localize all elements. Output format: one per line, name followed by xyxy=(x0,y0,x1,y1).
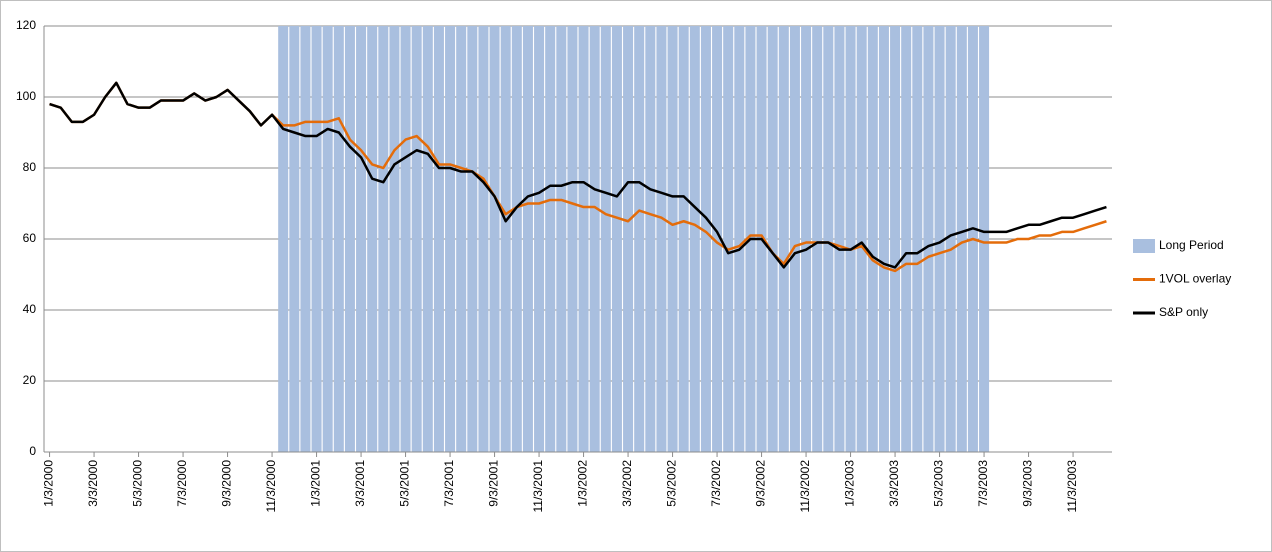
bar xyxy=(333,26,344,452)
bar xyxy=(634,26,645,452)
bar xyxy=(522,26,533,452)
x-tick-label: 11/3/2002 xyxy=(798,460,812,513)
x-tick-label: 3/3/2002 xyxy=(620,460,634,507)
bar xyxy=(600,26,611,452)
bar xyxy=(689,26,700,452)
bar xyxy=(923,26,934,452)
x-tick-label: 5/3/2001 xyxy=(398,460,412,507)
bar xyxy=(534,26,545,452)
bar xyxy=(979,26,990,452)
bar xyxy=(400,26,411,452)
bar xyxy=(356,26,367,452)
bar xyxy=(912,26,923,452)
bar xyxy=(934,26,945,452)
bar xyxy=(289,26,300,452)
bar xyxy=(389,26,400,452)
x-tick-label: 1/3/2002 xyxy=(576,460,590,507)
bar xyxy=(456,26,467,452)
bar xyxy=(367,26,378,452)
x-tick-label: 5/3/2003 xyxy=(932,460,946,507)
bar xyxy=(567,26,578,452)
bar xyxy=(278,26,289,452)
x-tick-label: 9/3/2000 xyxy=(220,460,234,507)
x-tick-label: 11/3/2000 xyxy=(264,460,278,513)
bar xyxy=(467,26,478,452)
x-tick-label: 9/3/2001 xyxy=(487,460,501,507)
bar xyxy=(789,26,800,452)
bar xyxy=(422,26,433,452)
bar xyxy=(545,26,556,452)
bar xyxy=(700,26,711,452)
x-tick-label: 9/3/2003 xyxy=(1021,460,1035,507)
x-tick-label: 3/3/2000 xyxy=(86,460,100,507)
bar xyxy=(723,26,734,452)
bar xyxy=(556,26,567,452)
bar xyxy=(856,26,867,452)
bar xyxy=(645,26,656,452)
bar xyxy=(678,26,689,452)
bar xyxy=(667,26,678,452)
y-tick-label: 0 xyxy=(29,444,36,458)
legend-swatch xyxy=(1133,239,1155,253)
bar xyxy=(411,26,422,452)
y-tick-label: 60 xyxy=(23,231,37,245)
x-tick-label: 7/3/2000 xyxy=(175,460,189,507)
bar xyxy=(300,26,311,452)
bar xyxy=(901,26,912,452)
y-tick-label: 40 xyxy=(23,302,37,316)
bar xyxy=(344,26,355,452)
x-tick-label: 1/3/2003 xyxy=(843,460,857,507)
x-tick-label: 11/3/2003 xyxy=(1065,460,1079,513)
bar xyxy=(511,26,522,452)
x-tick-label: 11/3/2001 xyxy=(531,460,545,513)
legend-label: Long Period xyxy=(1159,238,1224,252)
x-tick-label: 3/3/2001 xyxy=(353,460,367,507)
bar xyxy=(433,26,444,452)
x-tick-label: 9/3/2002 xyxy=(754,460,768,507)
bar xyxy=(445,26,456,452)
y-tick-label: 120 xyxy=(16,18,36,32)
bar xyxy=(712,26,723,452)
bar xyxy=(767,26,778,452)
bar xyxy=(489,26,500,452)
bar xyxy=(867,26,878,452)
x-tick-label: 1/3/2000 xyxy=(42,460,56,507)
bar xyxy=(878,26,889,452)
bar xyxy=(834,26,845,452)
bar xyxy=(812,26,823,452)
y-tick-label: 80 xyxy=(23,160,37,174)
legend-label: 1VOL overlay xyxy=(1159,272,1231,286)
bar xyxy=(945,26,956,452)
legend-label: S&P only xyxy=(1159,305,1208,319)
y-tick-label: 100 xyxy=(16,89,36,103)
bar xyxy=(478,26,489,452)
x-tick-label: 5/3/2000 xyxy=(131,460,145,507)
bar xyxy=(322,26,333,452)
bar xyxy=(378,26,389,452)
bar xyxy=(500,26,511,452)
x-tick-label: 7/3/2001 xyxy=(442,460,456,507)
bar xyxy=(890,26,901,452)
x-tick-label: 1/3/2001 xyxy=(309,460,323,507)
x-tick-label: 5/3/2002 xyxy=(665,460,679,507)
bar xyxy=(589,26,600,452)
bar xyxy=(656,26,667,452)
bar xyxy=(845,26,856,452)
bar xyxy=(778,26,789,452)
bar xyxy=(956,26,967,452)
bar xyxy=(311,26,322,452)
bar xyxy=(823,26,834,452)
x-tick-label: 7/3/2003 xyxy=(976,460,990,507)
x-tick-label: 3/3/2003 xyxy=(887,460,901,507)
x-tick-label: 7/3/2002 xyxy=(709,460,723,507)
bar xyxy=(801,26,812,452)
y-tick-label: 20 xyxy=(23,373,37,387)
line xyxy=(49,81,1107,269)
bar xyxy=(734,26,745,452)
bar xyxy=(611,26,622,452)
bar xyxy=(623,26,634,452)
bar xyxy=(578,26,589,452)
